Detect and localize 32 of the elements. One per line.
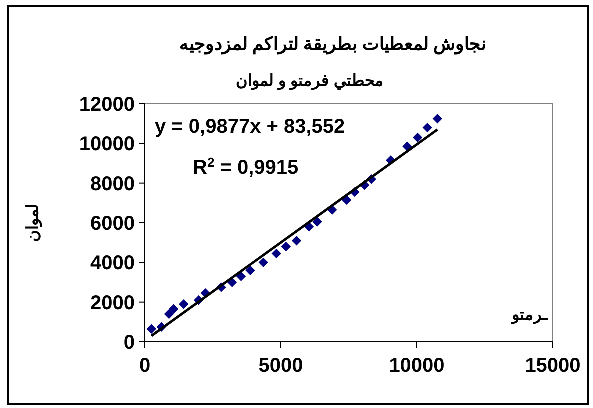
y-axis-title: لموان bbox=[25, 204, 43, 242]
y-tick-label: 2000 bbox=[90, 292, 135, 314]
point bbox=[179, 299, 189, 310]
x-tick-label: 15000 bbox=[525, 355, 581, 377]
point bbox=[164, 309, 174, 320]
y-tick-label: 8000 bbox=[90, 173, 135, 196]
y-tick-label: 6000 bbox=[90, 213, 135, 235]
x-tick-label: 5000 bbox=[258, 355, 304, 377]
point bbox=[246, 266, 256, 276]
point bbox=[292, 236, 302, 246]
point bbox=[402, 142, 412, 152]
point bbox=[272, 248, 282, 259]
y-tick-label: 12000 bbox=[79, 94, 135, 116]
point bbox=[412, 132, 423, 143]
chart-title: نجاوش لمعطيات بطريقة لتراكم لمزدوجيه bbox=[179, 34, 487, 55]
point bbox=[146, 324, 156, 334]
annotation: y = 0,9877x + 83,552 bbox=[155, 116, 346, 138]
point bbox=[281, 242, 292, 252]
y-tick-label: 10000 bbox=[79, 134, 135, 156]
point bbox=[168, 304, 179, 314]
y-tick-label: 4000 bbox=[90, 252, 135, 275]
point bbox=[258, 258, 268, 268]
x-tick-label: 0 bbox=[139, 355, 151, 377]
point bbox=[422, 122, 432, 133]
point bbox=[432, 114, 443, 124]
x-tick-label: 10000 bbox=[389, 355, 445, 377]
point bbox=[236, 272, 246, 282]
annotation: R$^{2}$ = 0,9915 bbox=[193, 154, 299, 179]
x-axis-title: ـرمتو bbox=[511, 307, 549, 325]
chart-subtitle: محطتي فرمتو و لموان bbox=[236, 73, 384, 91]
point bbox=[312, 217, 322, 227]
y-tick-label: 0 bbox=[124, 332, 135, 354]
